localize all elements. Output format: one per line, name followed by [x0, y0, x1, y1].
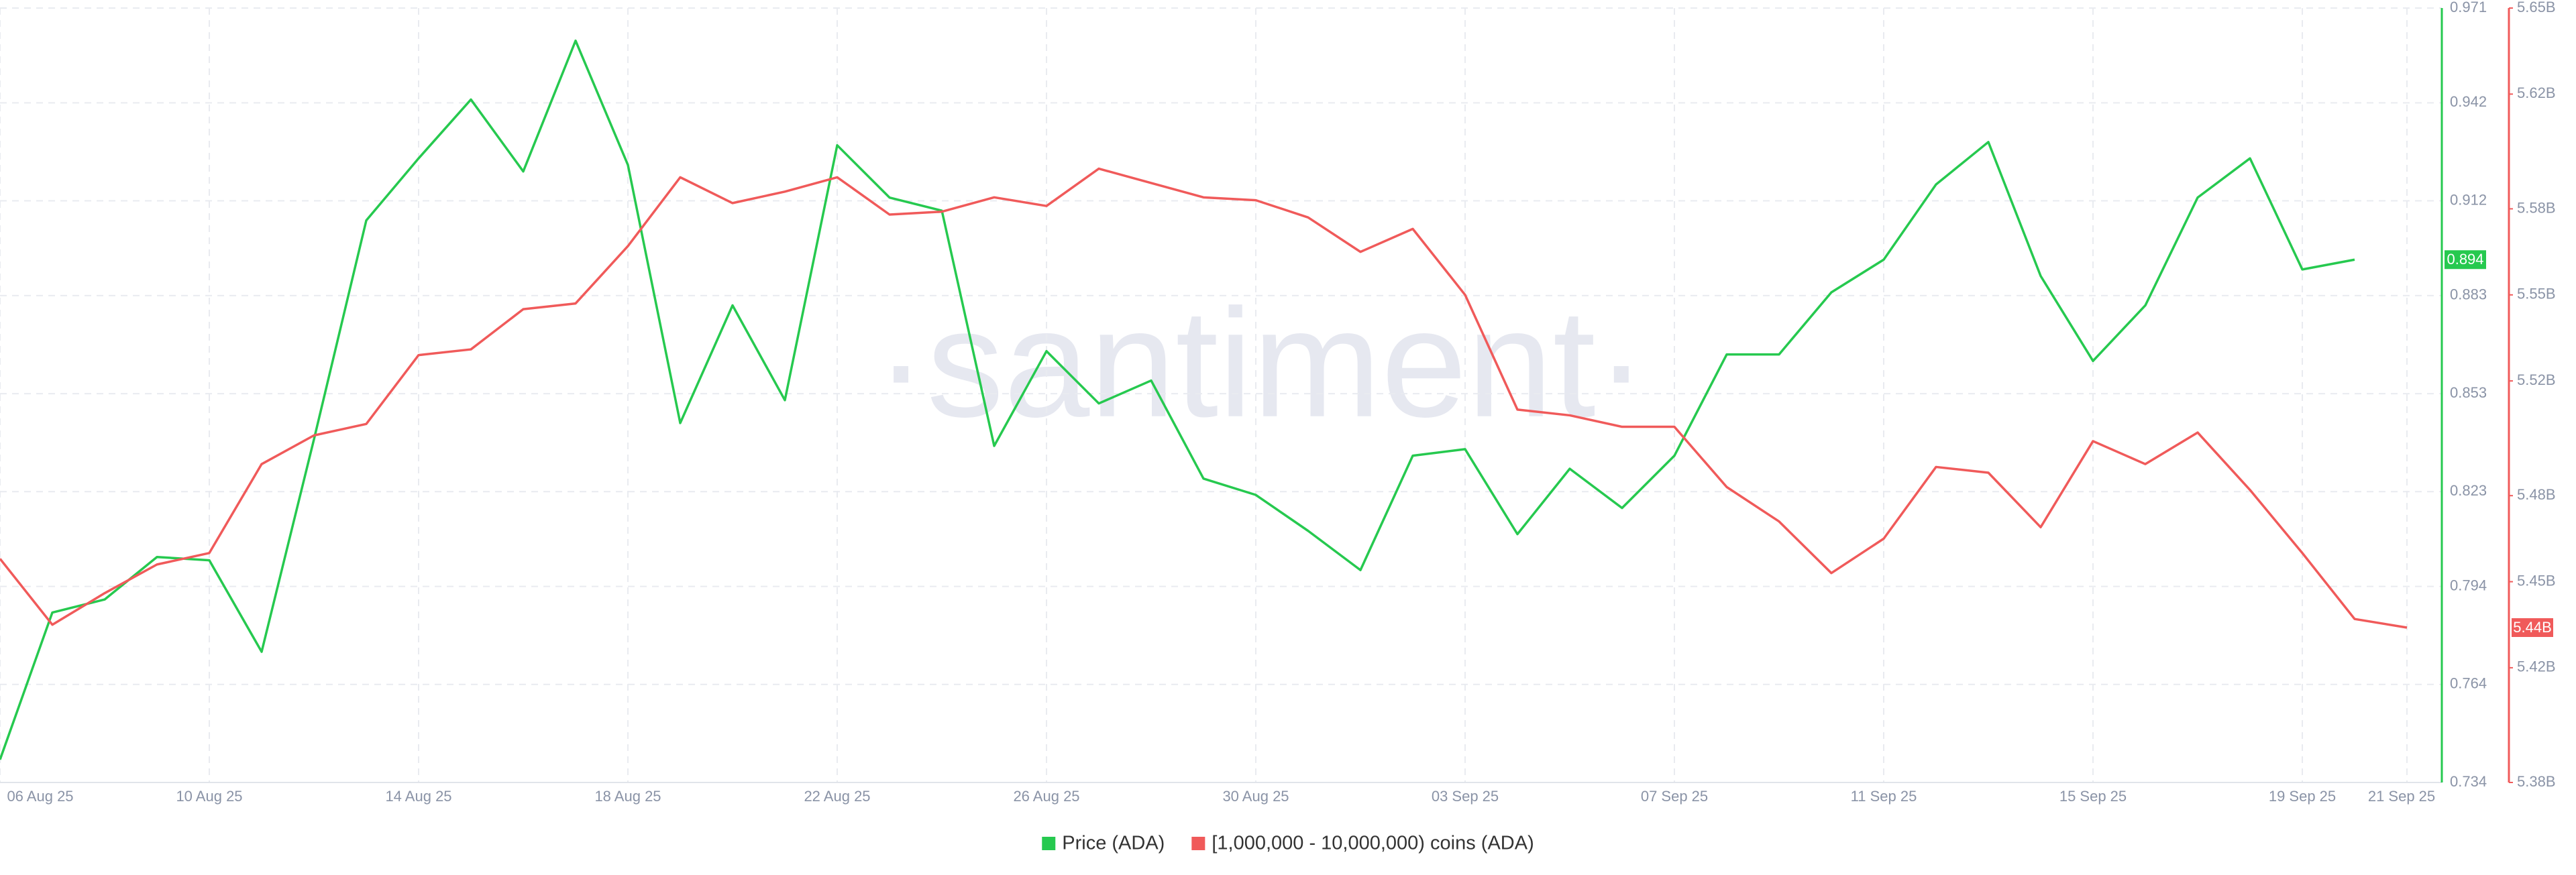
y-tick-label: 0.942 [2450, 93, 2487, 110]
value-badge-label: 0.894 [2447, 251, 2483, 268]
x-tick-label: 30 Aug 25 [1222, 788, 1289, 805]
y-tick-label: 0.971 [2450, 0, 2487, 15]
x-tick-label: 19 Sep 25 [2269, 788, 2336, 805]
y-tick-label: 0.823 [2450, 482, 2487, 499]
y2-tick-label: 5.42B [2517, 658, 2556, 675]
value-badge [2512, 618, 2553, 637]
y-tick-label: 0.764 [2450, 675, 2487, 692]
y2-tick-label: 5.62B [2517, 84, 2556, 101]
legend-swatch [1042, 837, 1056, 850]
y2-tick-label: 5.48B [2517, 486, 2556, 503]
value-badge-label: 5.44B [2513, 619, 2552, 636]
x-tick-label: 10 Aug 25 [176, 788, 242, 805]
y-tick-label: 0.853 [2450, 384, 2487, 401]
y-tick-label: 0.883 [2450, 286, 2487, 303]
value-badge [2445, 250, 2486, 270]
series-line [0, 39, 2355, 760]
legend-swatch [1191, 837, 1205, 850]
x-tick-label: 26 Aug 25 [1013, 788, 1079, 805]
x-tick-label: 14 Aug 25 [385, 788, 451, 805]
y2-tick-label: 5.58B [2517, 199, 2556, 216]
y-tick-label: 0.912 [2450, 191, 2487, 208]
x-tick-label: 06 Aug 25 [7, 788, 73, 805]
x-tick-label: 21 Sep 25 [2368, 788, 2435, 805]
x-tick-label: 15 Sep 25 [2059, 788, 2127, 805]
y2-tick-label: 5.52B [2517, 371, 2556, 388]
y-tick-label: 0.734 [2450, 773, 2487, 790]
legend-label: [1,000,000 - 10,000,000) coins (ADA) [1212, 833, 1534, 854]
y2-tick-label: 5.65B [2517, 0, 2556, 15]
x-tick-label: 18 Aug 25 [594, 788, 661, 805]
legend: Price (ADA) [1,000,000 - 10,000,000) coin… [1042, 833, 1534, 854]
x-tick-label: 22 Aug 25 [804, 788, 870, 805]
y2-tick-label: 5.45B [2517, 572, 2556, 589]
watermark: ·santiment· [875, 277, 1647, 449]
y-tick-label: 0.794 [2450, 577, 2487, 593]
y2-tick-label: 5.55B [2517, 286, 2556, 302]
legend-label: Price (ADA) [1062, 833, 1165, 854]
series-line [0, 167, 2408, 629]
x-tick-label: 07 Sep 25 [1641, 788, 1708, 805]
x-tick-label: 11 Sep 25 [1851, 788, 1917, 805]
y2-tick-label: 5.38B [2517, 773, 2556, 790]
x-tick-label: 03 Sep 25 [1432, 788, 1499, 805]
